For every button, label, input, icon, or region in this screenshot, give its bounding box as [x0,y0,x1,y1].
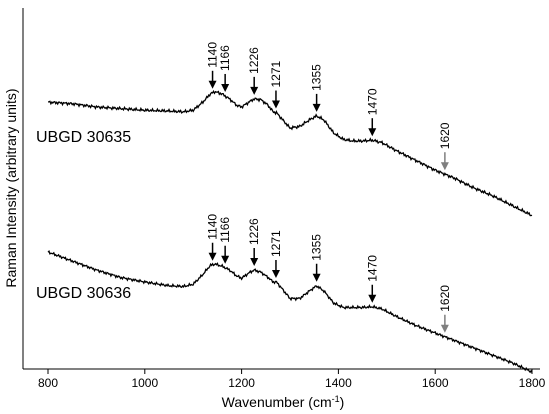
peak-label: 1226 [247,218,261,245]
x-tick-label: 1000 [131,376,158,390]
peak-arrow-head [221,255,230,264]
peak-label: 1140 [206,214,220,240]
spectrum-line-2 [47,249,533,374]
peak-label: 1620 [438,122,452,149]
peak-arrow-head [221,83,230,92]
peak-label: 1166 [218,45,232,71]
x-tick-label: 800 [38,376,58,390]
x-tick-label: 1600 [422,376,449,390]
peak-arrow-head [271,270,280,278]
peak-label: 1620 [438,285,452,312]
peak-arrow-head [208,80,217,89]
peak-label: 1355 [310,64,324,91]
peak-label: 1355 [310,234,324,261]
peak-label: 1470 [365,255,379,282]
x-tick-label: 1800 [519,376,546,390]
peak-arrow-head [271,100,280,109]
x-tick-label: 1400 [325,376,352,390]
peak-label: 1470 [365,88,379,115]
peak-arrow-head [208,252,217,261]
x-tick-label: 1200 [228,376,255,390]
peak-arrow-head [440,324,449,333]
peak-arrow-head [440,162,449,171]
peak-arrow-head [368,294,377,303]
peak-label: 1271 [269,61,283,88]
peak-label: 1226 [247,47,261,74]
x-tick-group: 800 1000 1200 1400 1600 1800 [38,369,546,390]
peak-label: 1166 [218,217,232,243]
peak-arrow-head [250,86,259,95]
spectrum-line-1 [48,89,533,217]
spectrum-label-2: UBGD 30636 [36,285,131,302]
peak-label: 1140 [206,42,220,68]
peak-arrow-head [312,273,321,282]
axes [22,8,540,370]
y-axis-label: Raman Intensity (arbitrary units) [3,88,19,287]
peak-arrow-head [312,103,321,112]
x-axis-label: Wavenumber (cm-1) [222,394,345,410]
peak-label: 1271 [269,230,283,257]
spectrum-label-1: UBGD 30635 [36,129,131,146]
peak-arrow-head [368,128,377,137]
peak-arrow-head [250,258,259,266]
